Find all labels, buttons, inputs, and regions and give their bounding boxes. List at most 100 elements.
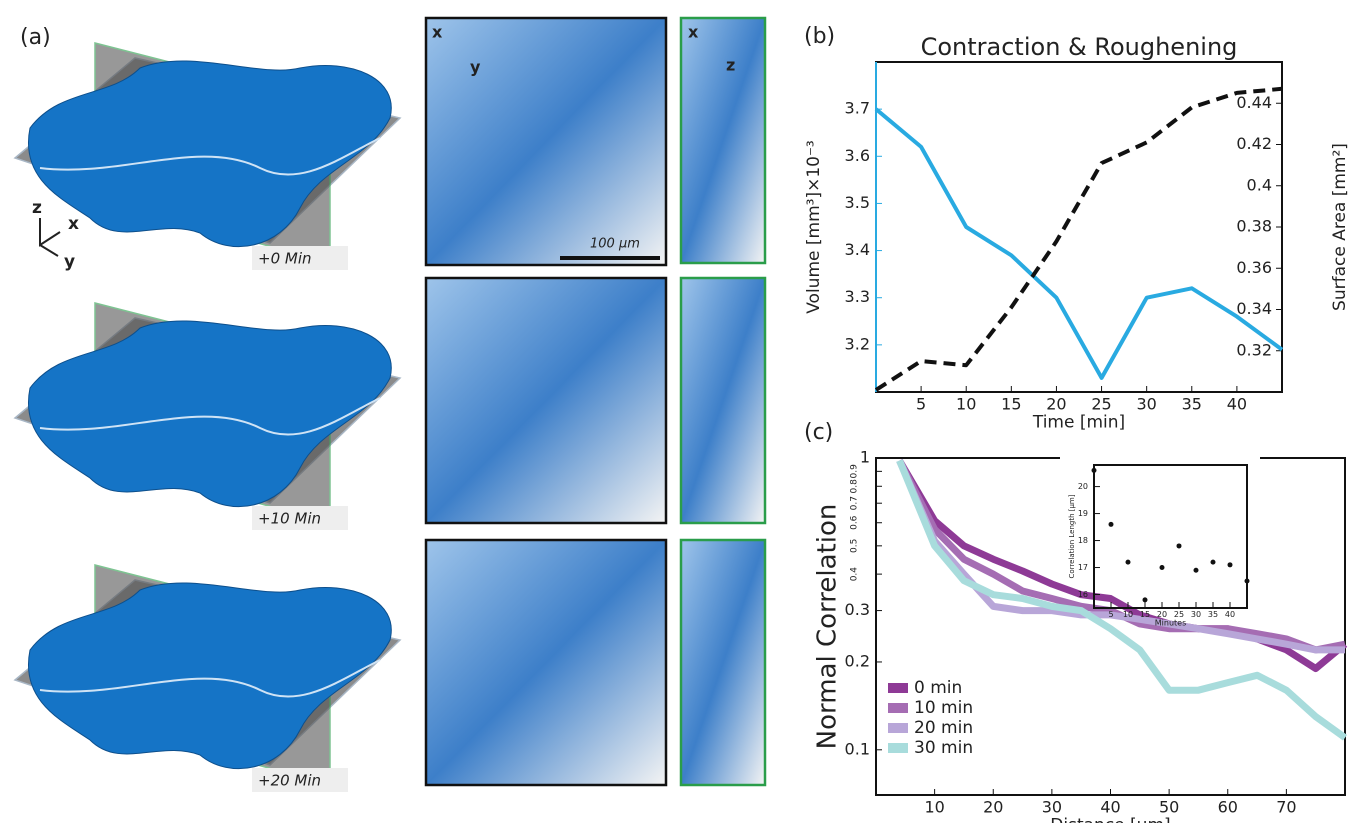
- y-tick-label: 0.9: [850, 464, 860, 479]
- y-tick-label: 0.8: [850, 479, 860, 494]
- axis-glyph: z: [32, 198, 42, 218]
- data-point: [1125, 559, 1131, 565]
- y2-tick-label: 0.44: [1236, 93, 1272, 112]
- y-axis-label: Correlation Length [μm]: [1068, 494, 1076, 578]
- y-tick-label: 0.7: [850, 496, 860, 510]
- x-tick-label: 10: [1123, 610, 1133, 619]
- data-point: [1210, 559, 1216, 565]
- time-label-box: [252, 506, 348, 530]
- y-axis-label: Normal Correlation: [813, 504, 843, 750]
- micrograph-xy: [424, 16, 668, 267]
- y-tick-label: 0.2: [845, 651, 870, 670]
- render-row: +0 Min: [13, 16, 767, 270]
- y-tick-label: 18: [1078, 536, 1088, 545]
- y-tick-label: 3.6: [845, 146, 870, 165]
- x-tick-label: 5: [916, 394, 926, 413]
- xz-label: x: [688, 23, 699, 42]
- legend-label: 30 min: [914, 738, 973, 758]
- y-tick-label: 3.2: [845, 334, 870, 353]
- x-tick-label: 20: [1157, 610, 1167, 619]
- x-tick-label: 10: [956, 394, 976, 413]
- time-label: +20 Min: [258, 772, 321, 790]
- y2-tick-label: 0.36: [1236, 258, 1272, 277]
- x-tick-label: 30: [1191, 610, 1201, 619]
- axis-glyph: x: [68, 214, 79, 234]
- x-tick-label: 70: [1276, 797, 1296, 816]
- cut-outline: [39, 659, 381, 698]
- x-tick-label: 10: [924, 797, 944, 816]
- scale-bar-label: 100 μm: [590, 237, 640, 252]
- axis-glyph-lines: [39, 218, 61, 257]
- x-tick-label: 35: [1208, 610, 1218, 619]
- time-label-box: [252, 246, 348, 270]
- x-tick-label: 60: [1218, 797, 1238, 816]
- y2-tick-label: 0.4: [1247, 175, 1272, 194]
- chart-title: Contraction & Roughening: [921, 33, 1238, 61]
- y-tick-label: 19: [1078, 509, 1088, 518]
- xy-label: y: [470, 58, 481, 77]
- data-point: [1091, 467, 1097, 473]
- surface-render: [28, 320, 392, 508]
- y-tick-label: 3.5: [845, 193, 870, 212]
- legend-label: 10 min: [914, 698, 973, 718]
- x-tick-label: 25: [1091, 394, 1111, 413]
- chart: 5 10 15 20 25 30 35 401617181920MinutesCorrelat…: [1068, 464, 1250, 628]
- x-tick-label: 15: [1140, 610, 1150, 619]
- time-label: +10 Min: [258, 510, 321, 528]
- data-point: [1108, 521, 1114, 527]
- x-tick-label: 25: [1174, 610, 1184, 619]
- data-point: [1244, 578, 1250, 584]
- xy-label: x: [432, 23, 443, 42]
- data-point: [1227, 562, 1233, 568]
- legend-swatch: [888, 683, 908, 693]
- y-tick-label: 0.5: [850, 539, 860, 553]
- panel-label: (c): [804, 420, 833, 445]
- y2-tick-label: 0.42: [1236, 134, 1272, 153]
- x-tick-label: 40: [1225, 610, 1235, 619]
- micrograph-xy: [424, 538, 668, 787]
- surface-render: [28, 582, 392, 770]
- plot-frame: [1093, 464, 1248, 609]
- y-tick-label: 0.4: [850, 567, 860, 582]
- data-line: [874, 86, 1283, 392]
- xz-label: z: [726, 56, 735, 75]
- render-row: +10 Min: [13, 276, 767, 530]
- surface-render: [28, 60, 392, 248]
- x-tick-label: 30: [1042, 797, 1062, 816]
- x-tick-label: 15: [1001, 394, 1021, 413]
- y-tick-label: 3.7: [845, 99, 870, 118]
- micrograph-xy: [424, 276, 668, 525]
- x-tick-label: 20: [983, 797, 1003, 816]
- panel-a: (a): [20, 25, 51, 50]
- x-axis-label: Distance [μm]: [1050, 815, 1170, 823]
- x-tick-label: 40: [1227, 394, 1247, 413]
- data-point: [1176, 543, 1182, 549]
- axis-glyph: y: [64, 252, 75, 272]
- plot-frame: [875, 61, 1283, 393]
- data-line: [874, 107, 1284, 380]
- render-row: +20 Min: [13, 538, 767, 792]
- data-point: [1193, 567, 1199, 573]
- x-tick-label: 30: [1136, 394, 1156, 413]
- legend-label: 20 min: [914, 718, 973, 738]
- legend-swatch: [888, 723, 908, 733]
- y2-tick-label: 0.32: [1236, 340, 1272, 359]
- cut-outline: [39, 137, 381, 176]
- y-tick-label: 3.3: [845, 287, 870, 306]
- x-tick-label: 20: [1046, 394, 1066, 413]
- legend-swatch: [888, 703, 908, 713]
- data-point: [1142, 597, 1148, 603]
- x-tick-label: 50: [1159, 797, 1179, 816]
- y-tick-label: 3.4: [845, 240, 870, 259]
- x-axis-label: Minutes: [1155, 619, 1187, 628]
- data-point: [1159, 565, 1165, 571]
- micrograph-xz: [679, 276, 767, 525]
- y-tick-label: 0.3: [845, 600, 870, 619]
- y-axis-label: Volume [mm³]×10⁻³: [804, 140, 824, 314]
- y-tick-label: 1: [860, 448, 870, 467]
- y-tick-label: 16: [1078, 590, 1088, 599]
- panel-label: (a): [20, 25, 51, 50]
- y-tick-label: 20: [1078, 482, 1088, 491]
